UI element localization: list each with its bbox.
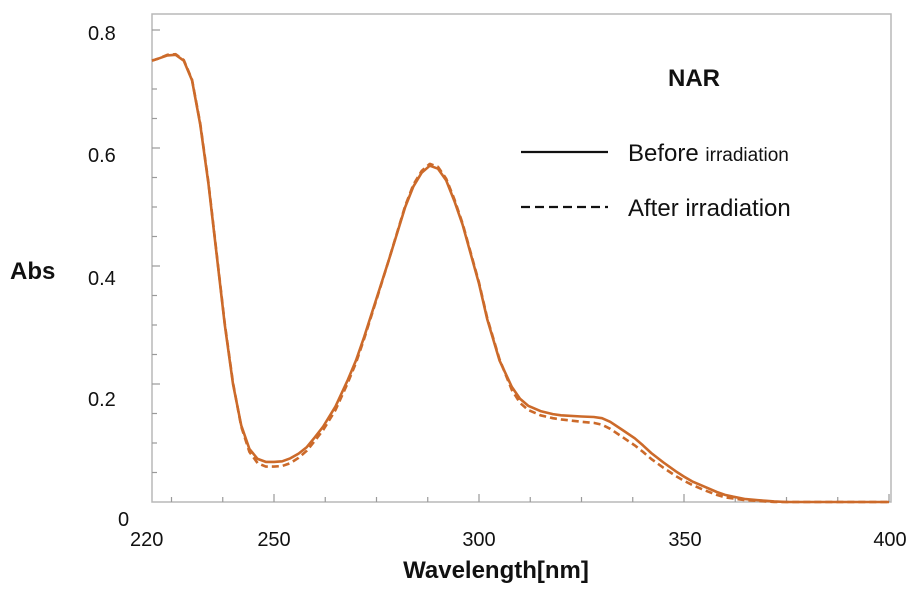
x-tick-label-400: 400	[873, 529, 906, 551]
x-tick-label-350: 350	[668, 529, 701, 551]
series-layer	[151, 52, 889, 504]
axis-ticks	[152, 29, 890, 502]
y-axis-title: Abs	[10, 258, 55, 285]
legend-label-after: After irradiation	[628, 195, 791, 222]
legend: Before irradiation After irradiation	[521, 140, 791, 222]
y-tick-label-0: 0	[118, 509, 129, 531]
x-tick-label-220: 220	[130, 529, 163, 551]
series-line-before	[151, 53, 889, 504]
plot-frame	[151, 13, 892, 503]
chart-title: NAR	[668, 65, 720, 92]
legend-label-before-main: Before	[628, 140, 705, 167]
y-tick-label-0.4: 0.4	[88, 268, 116, 290]
legend-label-before-small: irradiation	[705, 145, 788, 166]
y-tick-label-0.2: 0.2	[88, 389, 116, 411]
series-line-after	[151, 52, 889, 504]
x-axis-title: Wavelength[nm]	[403, 557, 589, 584]
x-tick-label-250: 250	[257, 529, 290, 551]
y-tick-label-0.8: 0.8	[88, 23, 116, 45]
x-tick-label-300: 300	[462, 529, 495, 551]
legend-label-before: Before irradiation	[628, 140, 789, 167]
y-tick-label-0.6: 0.6	[88, 145, 116, 167]
